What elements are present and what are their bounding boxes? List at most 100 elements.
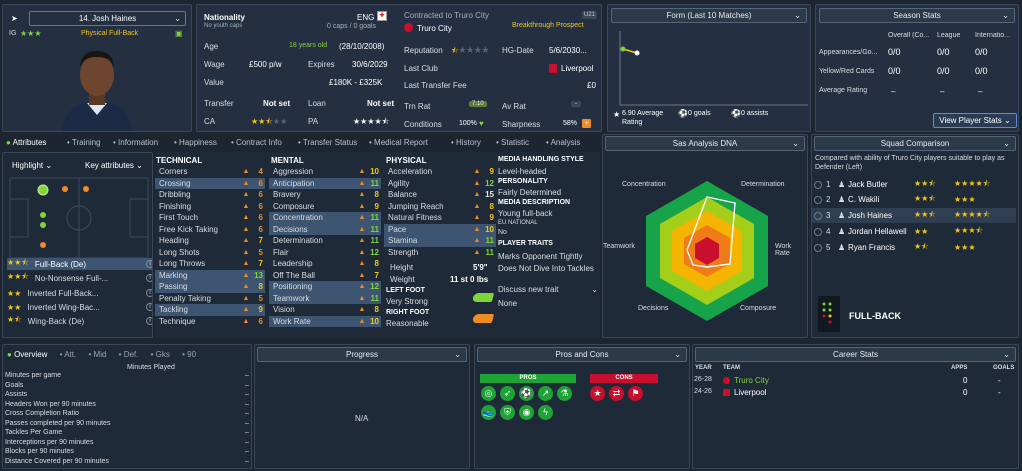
club-name[interactable]: Truro City — [417, 24, 452, 33]
attribute-row[interactable]: Balance ▲ 15 — [384, 189, 496, 201]
info-icon[interactable]: i — [146, 289, 152, 297]
attribute-row[interactable]: Heading ▲ 7 — [155, 235, 265, 247]
position-role-row[interactable]: ★⯪ Wing-Back (De) i — [7, 315, 152, 327]
squad-row[interactable]: 1 ♟ Jack Butler ★★⯪ ★★★★⯪ — [812, 177, 1016, 192]
tab-overview[interactable]: ● Overview — [7, 350, 48, 359]
career-team[interactable]: Truro City — [734, 376, 769, 385]
tab-medical-report[interactable]: • Medical Report — [369, 138, 428, 147]
lastclub-value[interactable]: Liverpool — [561, 64, 594, 73]
squad-row[interactable]: 4 ♟ Jordan Hellawell ★★ ★★★⯪ — [812, 224, 1016, 239]
star-icon[interactable]: ★ — [590, 386, 605, 401]
squad-row[interactable]: 5 ♟ Ryan Francis ★⯪ ★★★ — [812, 240, 1016, 255]
attribute-row[interactable]: Vision ▲ 8 — [269, 304, 381, 316]
tab-90[interactable]: • 90 — [182, 350, 197, 359]
tab-contract-info[interactable]: • Contract Info — [231, 138, 282, 147]
tab-def[interactable]: • Def. — [118, 350, 139, 359]
position-role-row[interactable]: ★★ Inverted Full-Back... i — [7, 287, 152, 299]
progress-title-box[interactable]: Progress ⌄ — [257, 347, 467, 362]
tab-training[interactable]: • Training — [67, 138, 101, 147]
run-icon[interactable]: ➶ — [500, 386, 515, 401]
tab-information[interactable]: • Information — [113, 138, 159, 147]
key-attributes-dropdown[interactable]: Key attributes ⌄ — [85, 161, 143, 170]
tab-history[interactable]: • History — [451, 138, 481, 147]
discuss-trait-dropdown[interactable]: Discuss new trait ⌄ — [498, 285, 598, 294]
career-row[interactable]: 24-26 Liverpool 0 - — [693, 387, 1018, 398]
shield-icon[interactable]: ⛨ — [500, 405, 515, 420]
tab-statistic[interactable]: • Statistic — [496, 138, 530, 147]
attribute-row[interactable]: Natural Fitness ▲ 9 — [384, 212, 496, 224]
attribute-row[interactable]: Long Shots ▲ 5 — [155, 247, 265, 259]
boot-icon[interactable]: 👟 — [481, 405, 496, 420]
trend-icon[interactable]: ↗ — [538, 386, 553, 401]
form-title-box[interactable]: Form (Last 10 Matches) ⌄ — [611, 8, 807, 23]
attribute-row[interactable]: Crossing ▲ 6 — [155, 177, 265, 189]
position-role-row[interactable]: ★★⯪ No-Nonsense Full-... i — [7, 272, 152, 284]
attribute-row[interactable]: Positioning ▲ 12 — [269, 281, 381, 293]
attribute-row[interactable]: Finishing ▲ 6 — [155, 201, 265, 213]
attribute-row[interactable]: Leadership ▲ 8 — [269, 258, 381, 270]
attribute-row[interactable]: Stamina ▲ 11 — [384, 235, 496, 247]
squad-description: Compared with ability of Truro City play… — [815, 155, 1005, 171]
attribute-row[interactable]: Pace ▲ 10 — [384, 223, 496, 235]
attribute-row[interactable]: Jumping Reach ▲ 8 — [384, 201, 496, 213]
attribute-row[interactable]: Concentration ▲ 11 — [269, 212, 381, 224]
career-team[interactable]: Liverpool — [734, 388, 767, 397]
pass-icon[interactable]: ⇄ — [609, 386, 624, 401]
attribute-row[interactable]: Agility ▲ 12 — [384, 178, 496, 190]
info-icon[interactable]: i — [146, 303, 152, 311]
dribble-icon[interactable]: ⚽ — [519, 386, 534, 401]
info-icon[interactable]: i — [146, 317, 152, 325]
clipboard-icon[interactable]: ▣ — [175, 29, 183, 38]
tab-att[interactable]: • Att. — [59, 350, 77, 359]
tab-gks[interactable]: • Gks — [150, 350, 170, 359]
tab-happiness[interactable]: • Happiness — [174, 138, 217, 147]
info-icon[interactable]: i — [146, 260, 152, 268]
attribute-row[interactable]: Off The Ball ▲ 7 — [269, 270, 381, 282]
attribute-row[interactable]: Composure ▲ 9 — [269, 201, 381, 213]
attribute-row[interactable]: Teamwork ▲ 11 — [269, 292, 381, 304]
pin-icon[interactable]: ➤ — [11, 14, 18, 23]
tab-transfer-status[interactable]: • Transfer Status — [298, 138, 358, 147]
attribute-row[interactable]: Work Rate ▲ 10 — [269, 315, 381, 327]
attribute-row[interactable]: Acceleration ▲ 9 — [384, 166, 496, 178]
career-row[interactable]: 26-28 Truro City 0 - — [693, 375, 1018, 386]
career-title-box[interactable]: Career Stats ⌄ — [695, 347, 1016, 362]
attribute-row[interactable]: Marking ▲ 13 — [155, 269, 265, 281]
squad-title-box[interactable]: Squad Comparison ⌄ — [814, 136, 1016, 151]
tab-analysis[interactable]: • Analysis — [546, 138, 581, 147]
attribute-row[interactable]: Passing ▲ 8 — [155, 281, 265, 293]
info-icon[interactable]: i — [146, 274, 152, 282]
attribute-row[interactable]: Free Kick Taking ▲ 6 — [155, 224, 265, 236]
position-role-row[interactable]: ★★ Inverted Wing-Bac... i — [7, 301, 152, 313]
proscons-title-box[interactable]: Pros and Cons ⌄ — [477, 347, 687, 362]
season-title-box[interactable]: Season Stats ⌄ — [819, 8, 1015, 23]
squad-row[interactable]: 2 ♟ C. Wakili ★★⯪ ★★★ — [812, 192, 1016, 207]
attribute-row[interactable]: Decisions ▲ 11 — [269, 223, 381, 235]
squad-row[interactable]: 3 ♟ Josh Haines ★★⯪ ★★★★⯪ — [812, 208, 1016, 223]
target-icon[interactable]: ◎ — [481, 386, 496, 401]
tab-mid[interactable]: • Mid — [88, 350, 107, 359]
attribute-row[interactable]: Bravery ▲ 8 — [269, 189, 381, 201]
position-role-row[interactable]: ★★⯪ Full-Back (De) i — [7, 258, 152, 270]
tab-attributes[interactable]: ● Attributes — [6, 138, 47, 147]
attribute-row[interactable]: Long Throws ▲ 7 — [155, 258, 265, 270]
flask-icon[interactable]: ⚗ — [557, 386, 572, 401]
attribute-row[interactable]: Penalty Taking ▲ 5 — [155, 293, 265, 305]
dna-title-box[interactable]: Sas Analysis DNA ⌄ — [605, 136, 805, 151]
attribute-row[interactable]: Aggression ▲ 10 — [269, 166, 381, 178]
attribute-row[interactable]: Corners ▲ 4 — [155, 166, 265, 178]
highlight-dropdown[interactable]: Highlight ⌄ — [12, 161, 53, 170]
attribute-row[interactable]: Anticipation ▲ 11 — [269, 177, 381, 189]
attribute-row[interactable]: Strength ▲ 11 — [384, 247, 496, 259]
attribute-row[interactable]: Tackling ▲ 9 — [155, 304, 265, 316]
attribute-row[interactable]: Dribbling ▲ 6 — [155, 189, 265, 201]
attribute-row[interactable]: Determination ▲ 11 — [269, 235, 381, 247]
eye-icon[interactable]: ◉ — [519, 405, 534, 420]
player-name-box[interactable]: 14. Josh Haines ⌄ — [29, 11, 186, 26]
attribute-row[interactable]: Flair ▲ 12 — [269, 247, 381, 259]
view-player-stats-button[interactable]: View Player Stats ⌄ — [933, 113, 1017, 128]
attribute-row[interactable]: First Touch ▲ 6 — [155, 212, 265, 224]
lightning-icon[interactable]: ϟ — [538, 405, 553, 420]
pin-icon[interactable]: ⚑ — [628, 386, 643, 401]
attribute-row[interactable]: Technique ▲ 6 — [155, 316, 265, 328]
